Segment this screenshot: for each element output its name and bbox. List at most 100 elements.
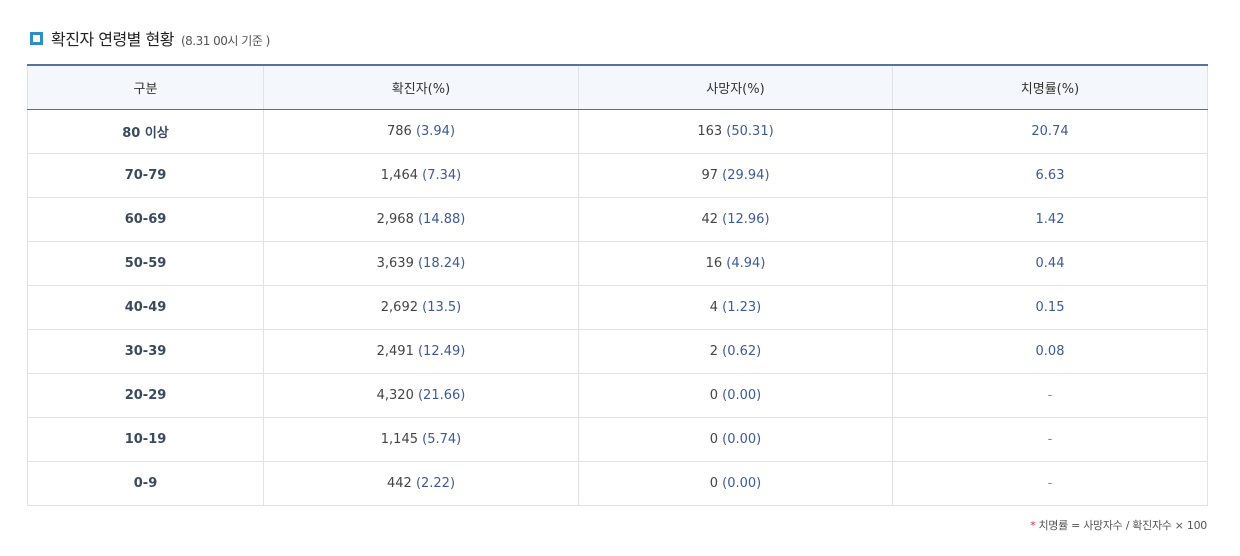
confirmed-cell: 2,692 (13.5) <box>263 285 579 330</box>
age-group-cell: 20-29 <box>27 373 264 418</box>
confirmed-count: 2,491 <box>376 344 414 359</box>
confirmed-cell: 442 (2.22) <box>263 461 579 506</box>
confirmed-percent: (5.74) <box>422 432 462 447</box>
footnote-mark: * <box>1030 519 1036 532</box>
deaths-cell: 97 (29.94) <box>578 153 893 198</box>
deaths-percent: (4.94) <box>726 256 766 271</box>
column-header-group: 구분 <box>27 64 264 110</box>
fatality-rate: 0.44 <box>1035 256 1065 271</box>
confirmed-cell: 4,320 (21.66) <box>263 373 579 418</box>
age-group-cell: 60-69 <box>27 197 264 242</box>
table-header-row: 구분 확진자(%) 사망자(%) 치명률(%) <box>27 64 1208 110</box>
fatality-cell: - <box>892 417 1208 462</box>
deaths-percent: (12.96) <box>722 212 770 227</box>
deaths-cell: 0 (0.00) <box>578 373 893 418</box>
fatality-rate: 6.63 <box>1035 168 1065 183</box>
deaths-count: 16 <box>705 256 723 271</box>
deaths-cell: 16 (4.94) <box>578 241 893 286</box>
confirmed-percent: (18.24) <box>417 256 466 271</box>
table-row: 70-79 1,464 (7.34) 97 (29.94) 6.63 <box>27 153 1208 198</box>
column-header-fatality: 치명률(%) <box>892 64 1208 110</box>
confirmed-percent: (13.5) <box>422 300 462 315</box>
table-row: 30-39 2,491 (12.49) 2 (0.62) 0.08 <box>27 329 1208 374</box>
fatality-rate: - <box>1047 432 1053 447</box>
age-group-cell: 70-79 <box>27 153 264 198</box>
deaths-count: 163 <box>697 124 723 139</box>
confirmed-count: 786 <box>386 124 412 139</box>
fatality-rate: 1.42 <box>1035 212 1065 227</box>
confirmed-count: 442 <box>386 476 412 491</box>
table-row: 0-9 442 (2.22) 0 (0.00) - <box>27 461 1208 506</box>
deaths-percent: (0.00) <box>722 388 762 403</box>
fatality-rate: - <box>1047 388 1053 403</box>
deaths-count: 0 <box>709 388 719 403</box>
deaths-percent: (0.00) <box>722 476 762 491</box>
age-group-cell: 40-49 <box>27 285 264 330</box>
age-stats-table: 구분 확진자(%) 사망자(%) 치명률(%) 80 이상 786 (3.94) 1… <box>27 64 1208 506</box>
age-group-cell: 50-59 <box>27 241 264 286</box>
section-title: 확진자 연령별 현황 <box>51 30 174 49</box>
fatality-rate: - <box>1047 476 1053 491</box>
confirmed-count: 2,692 <box>380 300 418 315</box>
fatality-cell: 0.08 <box>892 329 1208 374</box>
table-row: 20-29 4,320 (21.66) 0 (0.00) - <box>27 373 1208 418</box>
footnote-text: 치명률 = 사망자수 / 확진자수 × 100 <box>1038 519 1207 532</box>
confirmed-percent: (2.22) <box>415 476 456 491</box>
age-group-cell: 30-39 <box>27 329 264 374</box>
square-bullet-icon <box>30 31 43 45</box>
deaths-percent: (0.62) <box>722 344 762 359</box>
fatality-cell: 1.42 <box>892 197 1208 242</box>
table-body: 80 이상 786 (3.94) 163 (50.31) 20.74 70-79 1,46… <box>27 109 1208 506</box>
confirmed-count: 4,320 <box>376 388 414 403</box>
confirmed-count: 1,464 <box>380 168 418 183</box>
deaths-count: 42 <box>701 212 719 227</box>
age-group-cell: 10-19 <box>27 417 264 462</box>
confirmed-cell: 1,145 (5.74) <box>263 417 579 462</box>
fatality-cell: - <box>892 373 1208 418</box>
table-row: 40-49 2,692 (13.5) 4 (1.23) 0.15 <box>27 285 1208 330</box>
deaths-count: 0 <box>709 476 719 491</box>
confirmed-cell: 2,968 (14.88) <box>263 197 579 242</box>
deaths-percent: (29.94) <box>722 168 770 183</box>
confirmed-cell: 2,491 (12.49) <box>263 329 579 374</box>
confirmed-cell: 786 (3.94) <box>263 109 579 154</box>
deaths-cell: 4 (1.23) <box>578 285 893 330</box>
fatality-cell: 0.15 <box>892 285 1208 330</box>
confirmed-percent: (21.66) <box>417 388 466 403</box>
deaths-percent: (0.00) <box>722 432 762 447</box>
deaths-cell: 163 (50.31) <box>578 109 893 154</box>
section-subtitle: (8.31 00시 기준 ) <box>180 34 270 48</box>
fatality-cell: 6.63 <box>892 153 1208 198</box>
fatality-rate: 0.15 <box>1035 300 1065 315</box>
confirmed-percent: (3.94) <box>415 124 456 139</box>
column-header-confirmed: 확진자(%) <box>263 64 579 110</box>
section-header: 확진자 연령별 현황 (8.31 00시 기준 ) <box>30 26 270 50</box>
deaths-cell: 0 (0.00) <box>578 417 893 462</box>
confirmed-count: 3,639 <box>376 256 414 271</box>
footnote: * 치명률 = 사망자수 / 확진자수 × 100 <box>1030 517 1207 533</box>
deaths-cell: 2 (0.62) <box>578 329 893 374</box>
deaths-count: 97 <box>701 168 719 183</box>
confirmed-cell: 1,464 (7.34) <box>263 153 579 198</box>
deaths-count: 0 <box>709 432 719 447</box>
table-row: 80 이상 786 (3.94) 163 (50.31) 20.74 <box>27 109 1208 154</box>
fatality-rate: 0.08 <box>1035 344 1065 359</box>
table-row: 50-59 3,639 (18.24) 16 (4.94) 0.44 <box>27 241 1208 286</box>
fatality-cell: - <box>892 461 1208 506</box>
deaths-percent: (50.31) <box>726 124 774 139</box>
confirmed-percent: (12.49) <box>417 344 466 359</box>
deaths-cell: 0 (0.00) <box>578 461 893 506</box>
deaths-count: 2 <box>709 344 719 359</box>
fatality-rate: 20.74 <box>1031 124 1069 139</box>
age-group-cell: 80 이상 <box>27 109 264 154</box>
table-row: 60-69 2,968 (14.88) 42 (12.96) 1.42 <box>27 197 1208 242</box>
confirmed-percent: (14.88) <box>417 212 466 227</box>
deaths-cell: 42 (12.96) <box>578 197 893 242</box>
column-header-deaths: 사망자(%) <box>578 64 893 110</box>
fatality-cell: 20.74 <box>892 109 1208 154</box>
confirmed-count: 1,145 <box>380 432 418 447</box>
deaths-percent: (1.23) <box>722 300 762 315</box>
deaths-count: 4 <box>709 300 719 315</box>
fatality-cell: 0.44 <box>892 241 1208 286</box>
confirmed-percent: (7.34) <box>422 168 462 183</box>
